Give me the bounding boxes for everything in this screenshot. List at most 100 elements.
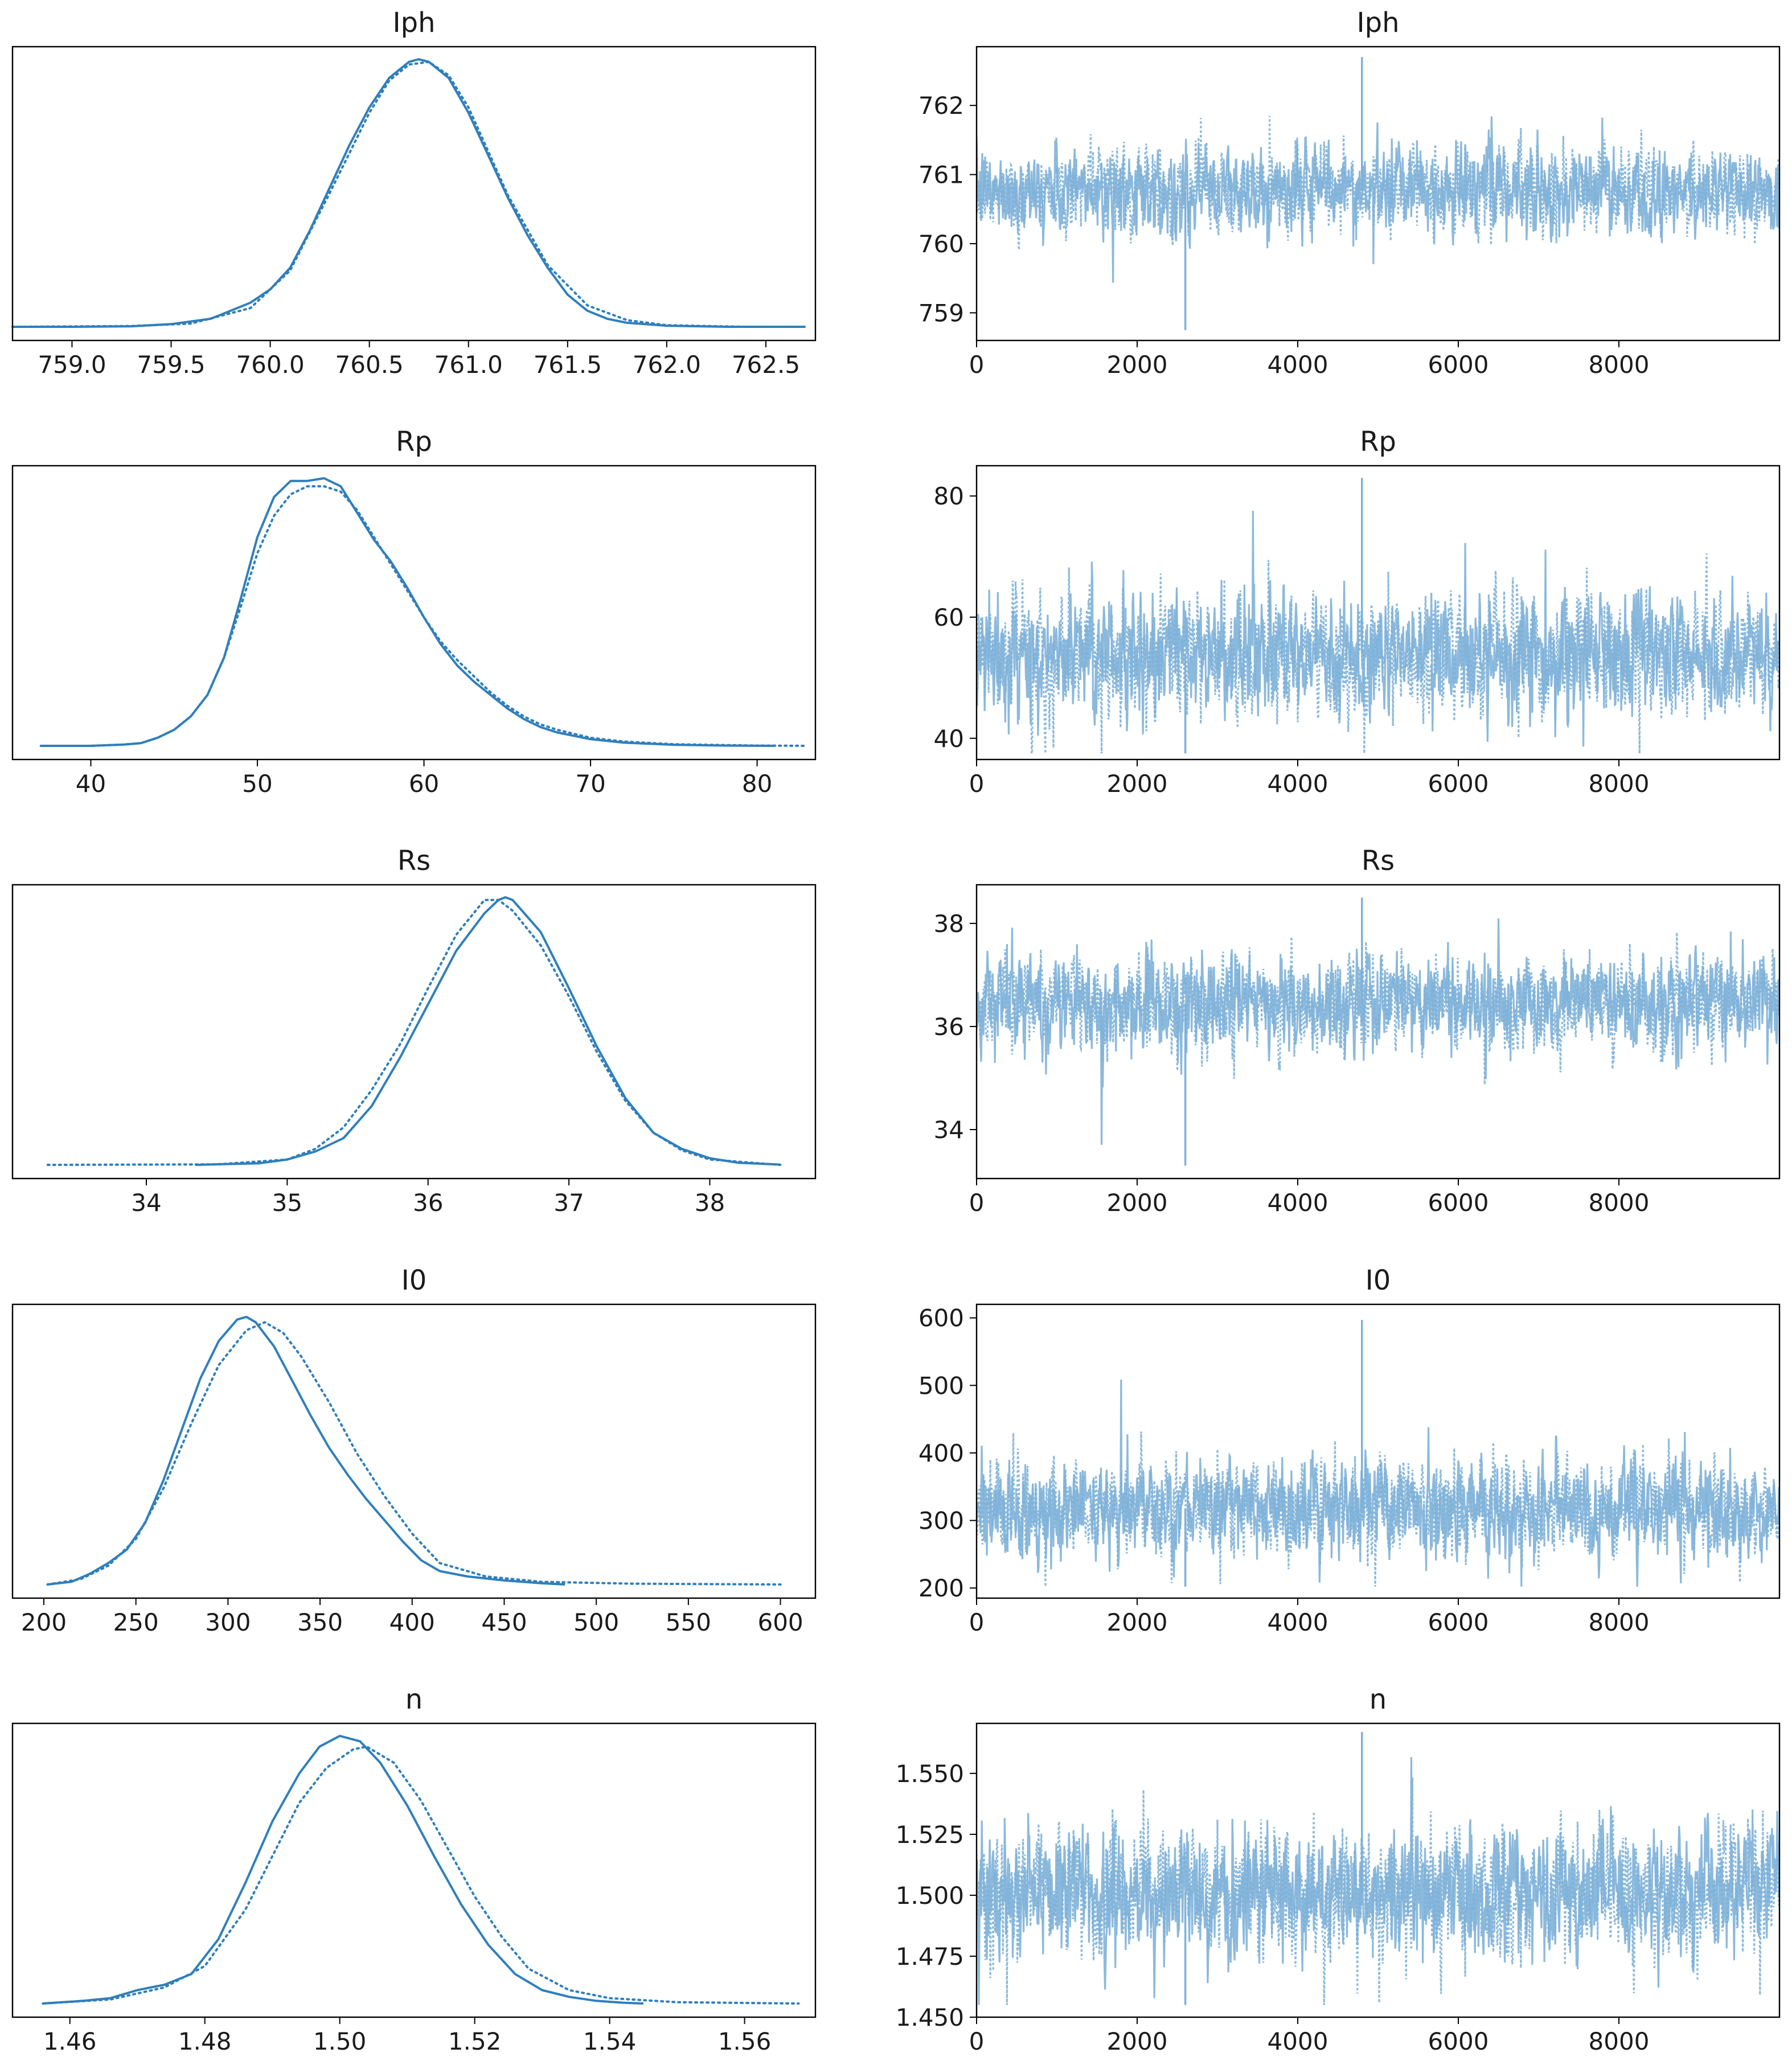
x-tick-label: 40	[76, 770, 106, 798]
x-tick-label: 50	[242, 770, 272, 798]
x-tick-label: 36	[413, 1189, 443, 1217]
kde-line-dotted	[46, 1321, 782, 1586]
x-tick-label: 2000	[1107, 2027, 1168, 2055]
x-tick-label: 760.5	[335, 351, 404, 379]
plot-frame	[11, 46, 817, 342]
plot-frame	[11, 884, 817, 1180]
x-tick-label: 4000	[1268, 351, 1328, 379]
kde-line-dotted	[39, 485, 809, 747]
trace-panel-iph: Iph 759 760 761 762 0 2000 4000 6000 8000	[918, 7, 1781, 379]
x-tick-label: 6000	[1428, 770, 1489, 798]
panel-title: Rp	[396, 426, 432, 458]
x-tick-label: 762.5	[732, 351, 800, 379]
kde-line-solid	[40, 477, 774, 747]
x-tick-label: 500	[573, 1608, 619, 1636]
x-tick-label: 760.0	[236, 351, 304, 379]
plot-frame	[975, 46, 1781, 342]
trace-lines	[977, 478, 1779, 754]
x-tick-label: 761.5	[534, 351, 602, 379]
x-tick-label: 35	[272, 1189, 302, 1217]
x-tick-label: 550	[666, 1608, 711, 1636]
kde-line-solid	[47, 1316, 565, 1586]
x-tick-label: 4000	[1268, 1608, 1328, 1636]
panel-title: Rs	[1362, 845, 1395, 877]
x-tick-label: 1.48	[178, 2027, 232, 2055]
y-tick-label: 80	[934, 482, 964, 510]
panel-title: Rs	[397, 845, 430, 877]
kde-line-dotted	[11, 60, 807, 328]
panel-title: n	[405, 1684, 423, 1715]
y-tick-label: 200	[918, 1574, 964, 1602]
x-tick-label: 400	[389, 1608, 435, 1636]
y-tick-label: 761	[918, 161, 964, 189]
x-tick-label: 1.50	[313, 2027, 367, 2055]
x-tick-label: 8000	[1589, 351, 1650, 379]
kde-line-dotted	[46, 898, 782, 1166]
x-tick-label: 759.0	[38, 351, 106, 379]
plot-frame	[11, 465, 817, 761]
plot-frame	[11, 1303, 817, 1599]
y-tick-label: 600	[918, 1304, 964, 1332]
x-tick-label: 1.52	[448, 2027, 502, 2055]
x-tick-label: 6000	[1428, 351, 1489, 379]
x-tick-label: 0	[969, 1608, 985, 1636]
x-tick-label: 8000	[1589, 770, 1650, 798]
x-tick-label: 1.46	[43, 2027, 97, 2055]
x-tick-label: 38	[695, 1189, 725, 1217]
y-tick-label: 38	[934, 910, 964, 938]
y-tick-label: 300	[918, 1507, 964, 1535]
x-tick-label: 350	[297, 1608, 343, 1636]
x-tick-label: 0	[969, 2027, 985, 2055]
x-tick-label: 8000	[1589, 2027, 1650, 2055]
x-tick-label: 300	[205, 1608, 251, 1636]
x-tick-label: 600	[757, 1608, 803, 1636]
kde-panel-rp: Rp 40 50 60 70 80	[11, 426, 817, 798]
kde-panel-i0: I0 200 250 300 350 400 450 500 550 600	[11, 1265, 817, 1636]
x-tick-label: 8000	[1589, 1189, 1650, 1217]
panel-title: I0	[401, 1265, 427, 1296]
kde-line-solid	[13, 58, 806, 328]
y-tick-label: 400	[918, 1439, 964, 1467]
kde-line-dotted	[42, 1745, 800, 2005]
y-tick-label: 500	[918, 1372, 964, 1399]
x-tick-label: 2000	[1107, 1608, 1168, 1636]
kde-line-solid	[43, 1735, 643, 2005]
plot-frame	[975, 465, 1781, 761]
trace-lines	[977, 1731, 1779, 2005]
y-tick-label: 40	[934, 725, 964, 753]
x-tick-label: 250	[113, 1608, 159, 1636]
kde-line-solid	[195, 896, 781, 1166]
x-tick-label: 200	[21, 1608, 67, 1636]
panel-title: I0	[1365, 1265, 1391, 1296]
trace-chain-2	[977, 116, 1779, 251]
panel-title: Iph	[1356, 7, 1399, 39]
y-tick-label: 60	[934, 604, 964, 631]
x-tick-label: 761.0	[434, 351, 503, 379]
trace-chain-2	[977, 1431, 1779, 1587]
trace-chain-2	[977, 932, 1779, 1085]
plot-frame	[975, 1303, 1781, 1599]
trace-chain-1	[977, 116, 1779, 283]
trace-panel-n: n 1.450 1.475 1.500 1.525 1.550 0 2000 4000 6000 8…	[896, 1684, 1781, 2055]
x-tick-label: 450	[481, 1608, 527, 1636]
x-tick-label: 80	[742, 770, 772, 798]
x-tick-label: 34	[131, 1189, 161, 1217]
plot-frame	[975, 884, 1781, 1180]
x-tick-label: 2000	[1107, 770, 1168, 798]
x-tick-label: 70	[575, 770, 605, 798]
kde-panel-iph: Iph 759.0 759.5 760.0 760.5 761.0 761.5 762.0 76…	[11, 7, 817, 379]
y-tick-label: 760	[918, 230, 964, 258]
y-tick-label: 1.525	[896, 1821, 964, 1849]
trace-panel-rp: Rp 40 60 80 0 2000 4000 6000 8000	[934, 426, 1781, 798]
y-tick-label: 1.475	[896, 1943, 964, 1970]
x-tick-label: 4000	[1268, 2027, 1328, 2055]
x-tick-label: 759.5	[137, 351, 205, 379]
x-tick-label: 37	[553, 1189, 584, 1217]
trace-chain-1	[977, 1380, 1779, 1587]
trace-lines	[977, 57, 1779, 330]
trace-chain-2	[977, 1777, 1779, 2005]
y-tick-label: 762	[918, 92, 964, 120]
x-tick-label: 1.56	[718, 2027, 772, 2055]
trace-panel-rs: Rs 34 36 38 0 2000 4000 6000 8000	[934, 845, 1781, 1217]
